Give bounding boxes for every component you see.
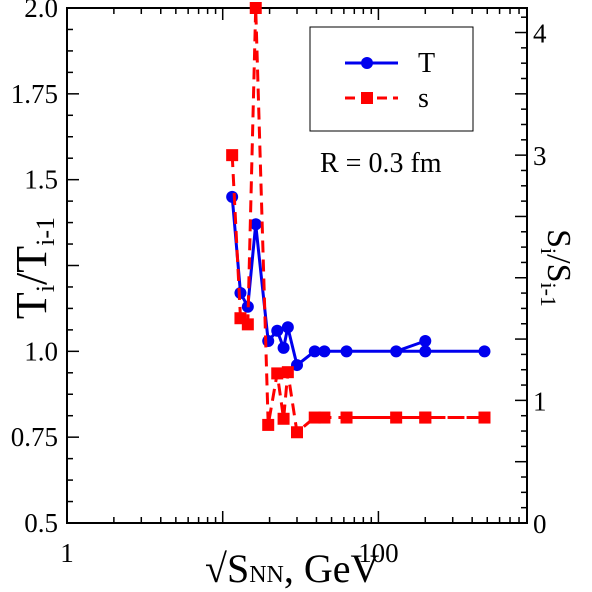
legend-label-t: T (418, 48, 435, 79)
point-s (318, 411, 331, 424)
y-left-axis-title: Ti/Ti-1 (7, 217, 60, 319)
point-s (271, 367, 284, 380)
point-T (419, 335, 432, 348)
y-left-tick-label: 0.5 (24, 508, 58, 538)
y-right-tick-label: 3 (533, 141, 547, 171)
y-right-title-sub1: i (536, 248, 561, 254)
y-right-tick-label: 1 (533, 386, 547, 416)
series-layer (226, 2, 491, 439)
y-right-title-main: S (540, 229, 577, 248)
point-s (478, 411, 491, 424)
point-T (291, 359, 303, 372)
y-right-tick-label: 0 (533, 509, 547, 539)
x-tick-label: 1 (60, 538, 74, 568)
y-left-tick-label: 0.75 (11, 422, 58, 452)
point-s (226, 149, 239, 162)
y-right-title-sub2: i-1 (536, 282, 561, 306)
x-axis-title: √SNN, GeV (205, 546, 380, 591)
y-right-tick-label: 4 (533, 19, 547, 49)
y-right-title-group: Si/Si-1 (536, 229, 577, 307)
point-s (291, 426, 303, 439)
legend-marker-s (361, 92, 373, 104)
point-T (340, 345, 353, 358)
x-axis-title-sub: NN (249, 562, 284, 588)
y-left-tick-label: 1.5 (24, 165, 58, 195)
series-line-T (230, 196, 485, 368)
y-left-title-sub2: i-1 (31, 217, 60, 246)
point-s (249, 2, 262, 14)
point-s (390, 411, 403, 424)
point-T (390, 345, 403, 358)
point-T (419, 345, 432, 358)
legend-marker-t (361, 57, 373, 69)
x-tick-label: 100 (358, 538, 399, 568)
y-left-tick-label: 2.0 (24, 0, 58, 23)
point-s (262, 418, 275, 431)
y-left-tick-label: 1.75 (11, 79, 58, 109)
y-left-tick-label: 1.0 (24, 336, 58, 366)
point-T (281, 321, 294, 334)
point-T (226, 190, 239, 203)
point-s (340, 411, 353, 424)
point-T (478, 345, 491, 358)
point-T (262, 335, 275, 348)
legend: T s (309, 26, 474, 132)
series-s (226, 2, 491, 439)
y-right-axis-title: Si/Si-1 (536, 229, 577, 307)
y-left-title-group: Ti/Ti-1 (7, 217, 60, 319)
point-s (277, 412, 290, 425)
y-left-title-sub1: i (31, 285, 60, 292)
point-s (419, 411, 432, 424)
series-line-s (230, 7, 485, 436)
point-T (318, 345, 331, 358)
point-s (241, 318, 254, 331)
point-s (281, 366, 294, 379)
point-T (308, 345, 321, 358)
y-right-title-mid: /S (540, 254, 577, 282)
series-T (226, 190, 491, 372)
axis-ticks: 1 100 0.5 0.75 1.0 1.5 1.75 2.0 0 1 3 4 (11, 0, 547, 568)
point-T (277, 341, 290, 354)
y-left-title-mid: /T (7, 246, 56, 285)
legend-label-s: s (418, 83, 429, 114)
annotation-radius: R = 0.3 fm (320, 148, 442, 179)
legend-box (309, 26, 474, 132)
x-axis-title-prefix: √S (205, 546, 249, 591)
x-axis-title-suffix: , GeV (284, 546, 380, 591)
y-left-title-main: T (7, 292, 56, 319)
point-T (271, 324, 284, 337)
point-s (308, 411, 321, 424)
point-T (249, 218, 262, 231)
